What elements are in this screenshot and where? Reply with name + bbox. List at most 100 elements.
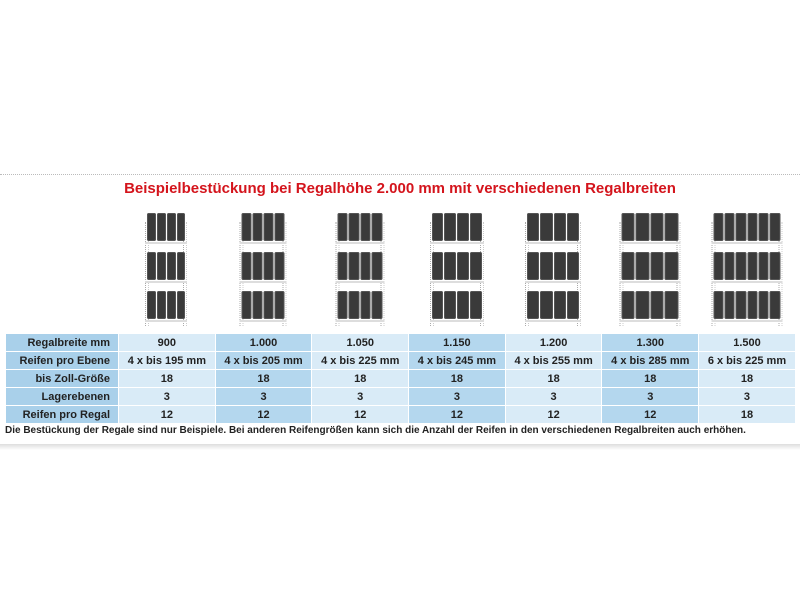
rack-illustrations bbox=[118, 210, 795, 328]
table-cell: 1.000 bbox=[214, 333, 313, 352]
rack-cell bbox=[505, 210, 602, 328]
table-cell: 3 bbox=[118, 387, 216, 406]
tire-icon bbox=[553, 252, 566, 280]
tire-icon bbox=[469, 252, 482, 280]
tire-icon bbox=[147, 291, 157, 319]
tire-icon bbox=[553, 213, 566, 241]
tire-icon bbox=[274, 291, 285, 319]
tire-icon bbox=[735, 213, 747, 241]
rack-shelf bbox=[619, 320, 681, 322]
rack-level bbox=[431, 252, 482, 280]
tire-icon bbox=[664, 252, 679, 280]
rack-cell bbox=[215, 210, 312, 328]
rack-cell bbox=[698, 210, 795, 328]
table-cell: 1.300 bbox=[601, 333, 700, 352]
table-cell: 3 bbox=[214, 387, 313, 406]
tire-icon bbox=[769, 213, 781, 241]
tire-icon bbox=[241, 291, 252, 319]
tire-rack bbox=[335, 210, 385, 326]
rack-shelf bbox=[429, 320, 484, 322]
tire-icon bbox=[337, 213, 348, 241]
tire-icon bbox=[348, 291, 360, 319]
rack-level bbox=[147, 291, 186, 319]
row-label: Regalbreite mm bbox=[5, 333, 119, 352]
tire-rack bbox=[429, 210, 484, 326]
table-cell: 18 bbox=[214, 369, 313, 388]
tire-icon bbox=[735, 252, 747, 280]
rack-shelf bbox=[711, 281, 783, 283]
tire-icon bbox=[621, 291, 635, 319]
tire-icon bbox=[157, 291, 166, 319]
rack-cell bbox=[311, 210, 408, 328]
rack-cell bbox=[118, 210, 215, 328]
tire-icon bbox=[457, 291, 469, 319]
table-cell: 1.150 bbox=[408, 333, 506, 352]
table-cell: 12 bbox=[311, 405, 410, 424]
tire-icon bbox=[527, 252, 540, 280]
tire-icon bbox=[166, 291, 176, 319]
tire-icon bbox=[724, 252, 735, 280]
rack-level bbox=[621, 213, 679, 241]
tire-icon bbox=[635, 213, 650, 241]
rack-level bbox=[241, 291, 285, 319]
tire-icon bbox=[252, 291, 263, 319]
rack-level bbox=[337, 291, 383, 319]
table-row: Lagerebenen 3 3 3 3 3 3 3 bbox=[5, 387, 796, 406]
tire-icon bbox=[348, 252, 360, 280]
tire-icon bbox=[747, 252, 758, 280]
table-cell: 18 bbox=[408, 369, 506, 388]
tire-icon bbox=[527, 213, 540, 241]
tire-icon bbox=[566, 213, 580, 241]
table-cell: 900 bbox=[118, 333, 216, 352]
tire-icon bbox=[621, 252, 635, 280]
footnote: Die Bestückung der Regale sind nur Beisp… bbox=[5, 425, 746, 436]
tire-icon bbox=[758, 252, 769, 280]
tire-icon bbox=[747, 291, 758, 319]
tire-icon bbox=[713, 213, 724, 241]
rack-shelf bbox=[145, 320, 188, 322]
tire-icon bbox=[457, 252, 469, 280]
tire-icon bbox=[176, 252, 186, 280]
table-cell: 4 x bis 245 mm bbox=[408, 351, 506, 370]
tire-icon bbox=[431, 291, 444, 319]
table-cell: 1.050 bbox=[311, 333, 410, 352]
tire-icon bbox=[360, 291, 371, 319]
table-row: Regalbreite mm 900 1.000 1.050 1.150 1.200 1.3… bbox=[5, 333, 796, 352]
rack-level bbox=[527, 291, 580, 319]
tire-icon bbox=[348, 213, 360, 241]
tire-rack bbox=[145, 210, 188, 326]
tire-icon bbox=[252, 252, 263, 280]
table-cell: 12 bbox=[504, 405, 603, 424]
tire-icon bbox=[166, 252, 176, 280]
rack-shelf bbox=[145, 242, 188, 244]
tire-icon bbox=[635, 291, 650, 319]
tire-icon bbox=[527, 291, 540, 319]
tire-icon bbox=[157, 252, 166, 280]
tire-rack bbox=[239, 210, 287, 326]
tire-icon bbox=[252, 213, 263, 241]
tire-icon bbox=[553, 291, 566, 319]
rack-level bbox=[337, 252, 383, 280]
rack-shelf bbox=[335, 320, 385, 322]
table-row: bis Zoll-Größe 18 18 18 18 18 18 18 bbox=[5, 369, 796, 388]
tire-icon bbox=[650, 291, 664, 319]
rack-level bbox=[527, 213, 580, 241]
rack-shelf bbox=[711, 320, 783, 322]
rack-shelf bbox=[145, 281, 188, 283]
table-cell: 4 x bis 225 mm bbox=[311, 351, 410, 370]
tire-icon bbox=[724, 213, 735, 241]
rack-level bbox=[621, 291, 679, 319]
tire-icon bbox=[360, 252, 371, 280]
rack-level bbox=[527, 252, 580, 280]
tire-icon bbox=[469, 213, 482, 241]
table-cell: 18 bbox=[698, 405, 796, 424]
page-title: Beispielbestückung bei Regalhöhe 2.000 m… bbox=[124, 180, 676, 197]
tire-icon bbox=[360, 213, 371, 241]
tire-icon bbox=[540, 213, 553, 241]
rack-level bbox=[621, 252, 679, 280]
table-cell: 18 bbox=[118, 369, 216, 388]
tire-icon bbox=[758, 291, 769, 319]
tire-icon bbox=[664, 213, 679, 241]
table-cell: 12 bbox=[601, 405, 700, 424]
table-row: Reifen pro Regal 12 12 12 12 12 12 18 bbox=[5, 405, 796, 424]
